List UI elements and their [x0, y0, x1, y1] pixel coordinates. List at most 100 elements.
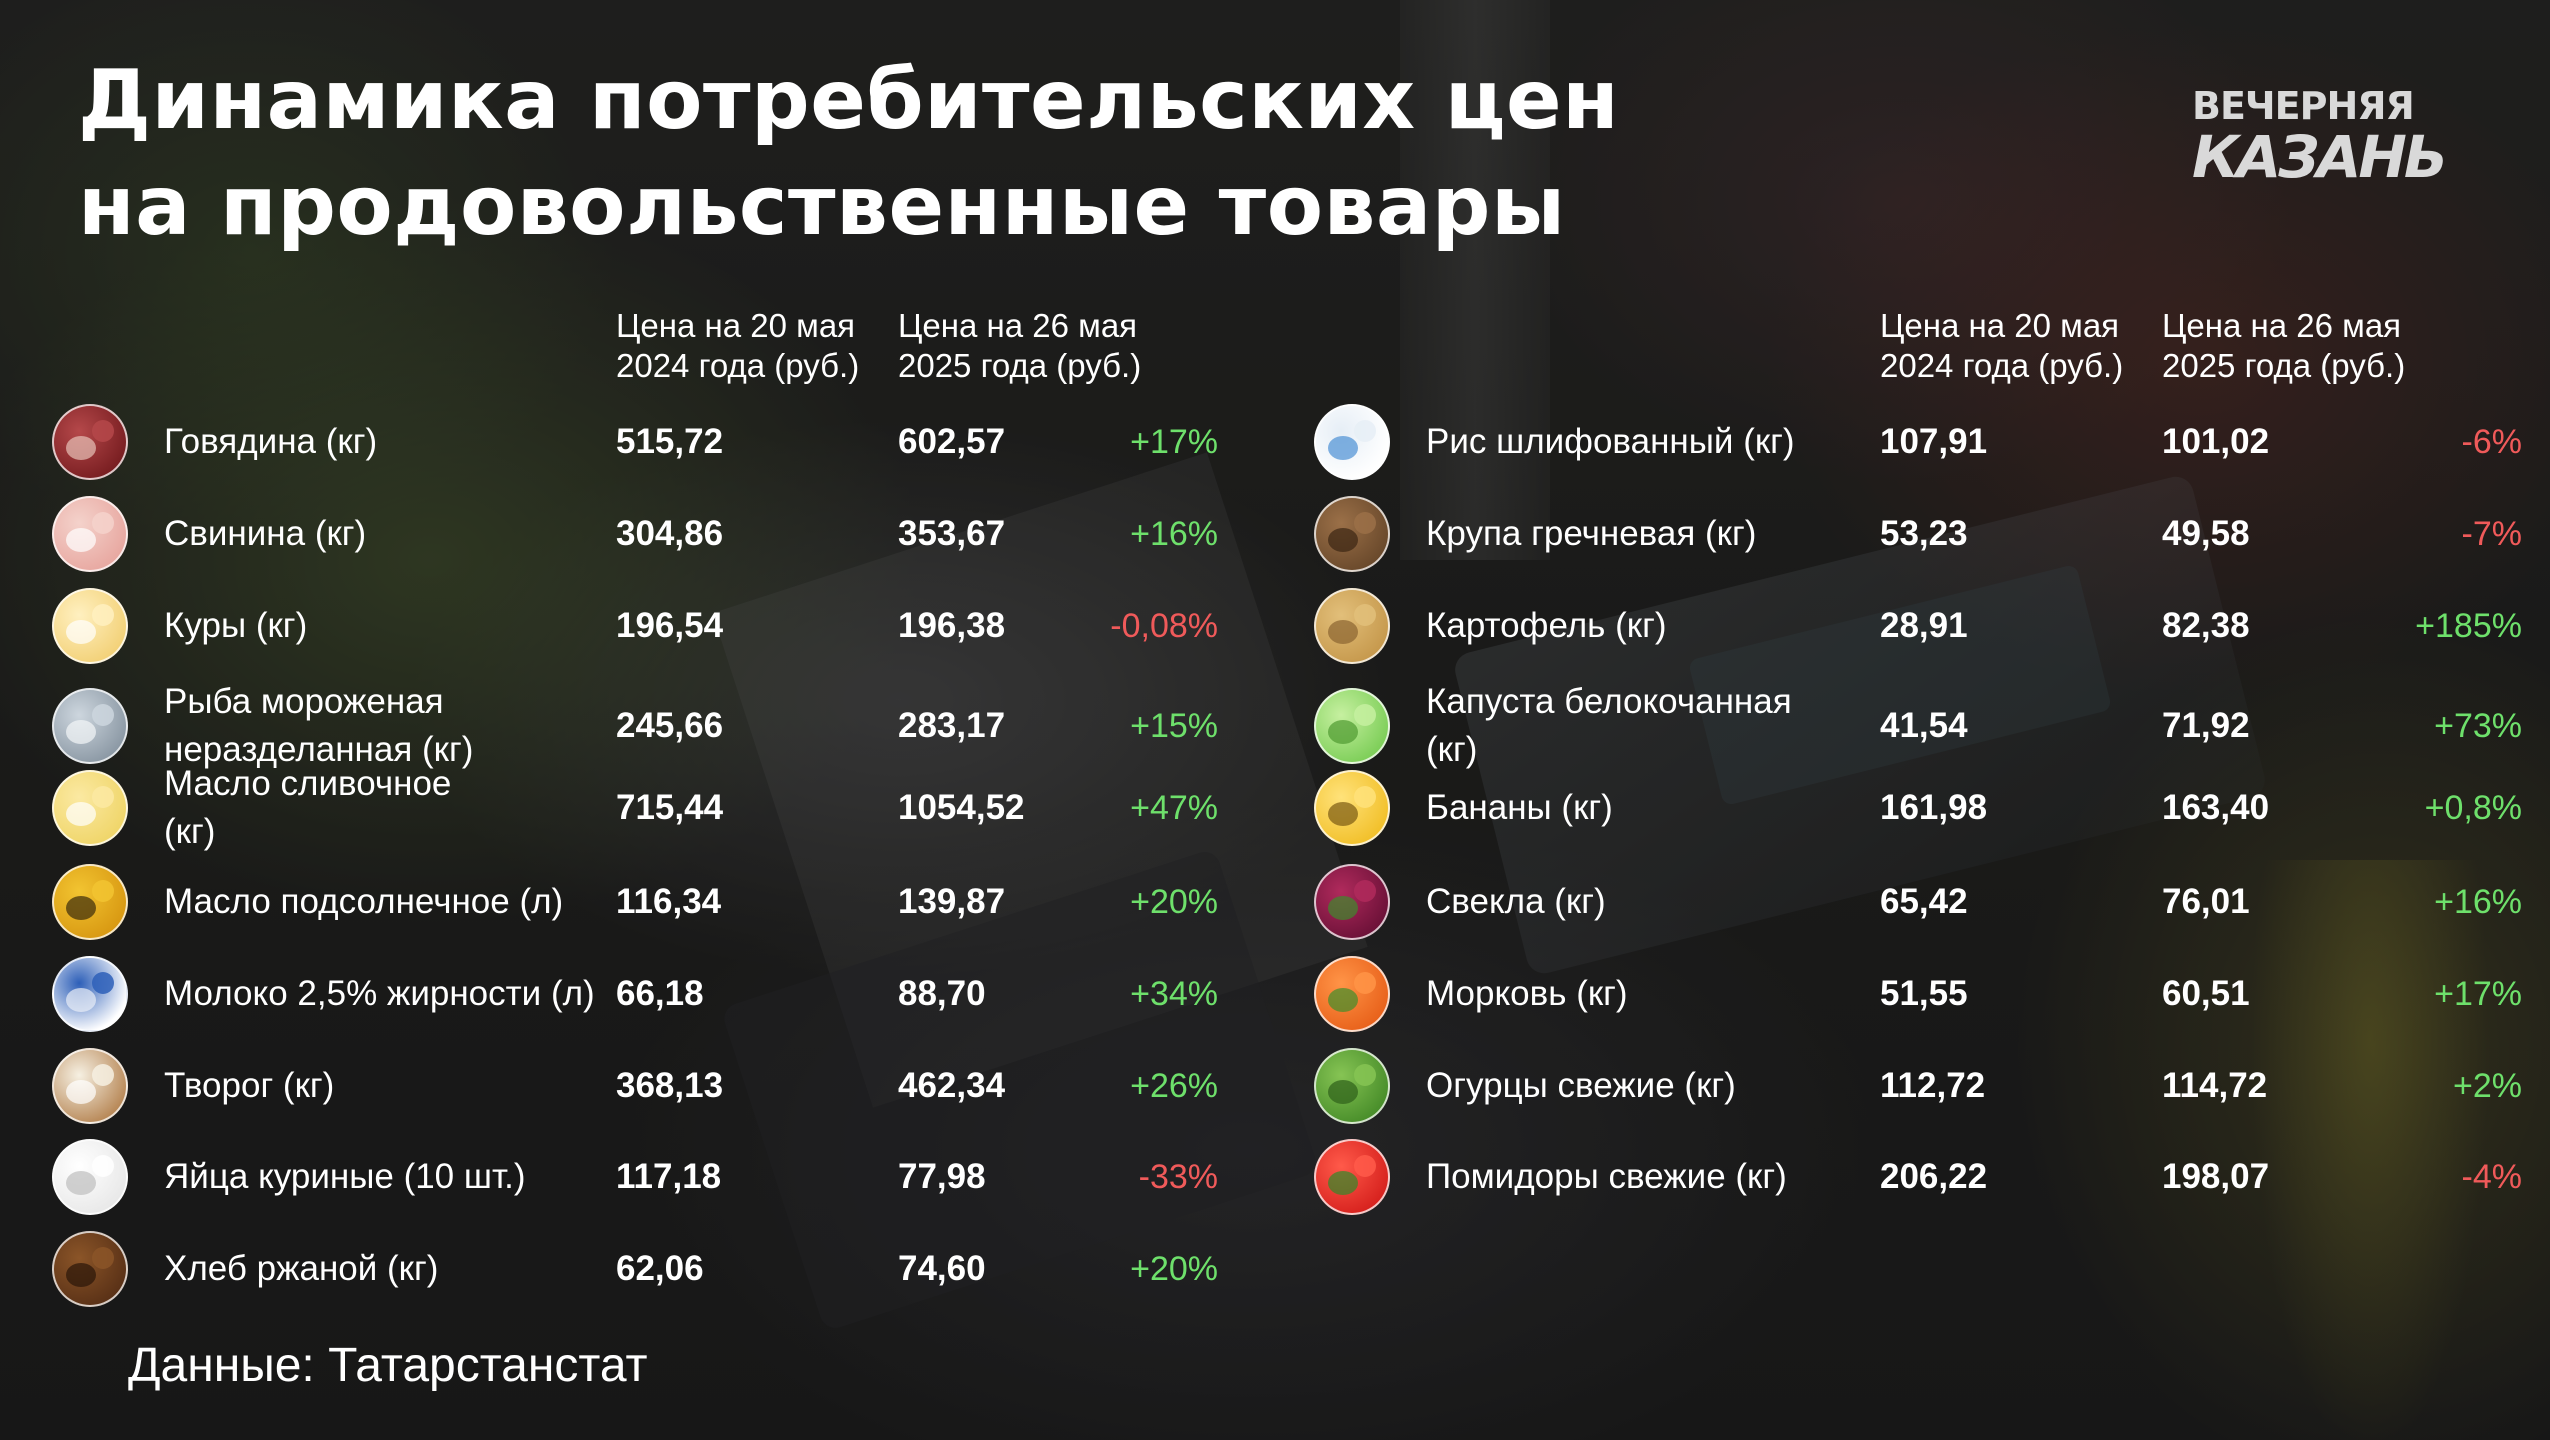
- price-2025: 283,17: [898, 706, 1006, 745]
- table-row: Рыба мороженая неразделанная (кг) 245,66 2…: [0, 682, 2550, 769]
- background-scale-pole: [1400, 0, 1550, 560]
- chicken-icon: [52, 588, 128, 664]
- product-name: Крупа гречневая (кг): [1426, 514, 1757, 553]
- eggs-icon: [52, 1139, 128, 1215]
- table-row: Молоко 2,5% жирности (л) 66,18 88,70 +34%: [0, 954, 2550, 1034]
- price-2024: 66,18: [616, 974, 704, 1013]
- price-change: +185%: [2415, 606, 2522, 645]
- price-2024: 715,44: [616, 788, 724, 827]
- table-row: Капуста белокочанная (кг) 41,54 71,92 +73%: [0, 682, 2550, 769]
- right-header-price-2025: Цена на 26 мая 2025 года (руб.): [2162, 307, 2406, 384]
- price-2024: 161,98: [1880, 788, 1988, 827]
- price-change: +20%: [1130, 1249, 1218, 1288]
- price-change: +16%: [2434, 882, 2522, 921]
- table-row: Масло подсолнечное (л) 116,34 139,87 +20%: [0, 862, 2550, 942]
- price-change: +47%: [1130, 788, 1218, 827]
- table-row: Свекла (кг) 65,42 76,01 +16%: [0, 862, 2550, 942]
- table-row: Куры (кг) 196,54 196,38 -0,08%: [0, 586, 2550, 666]
- carrot-icon: [1314, 956, 1390, 1032]
- tomato-icon: [1314, 1139, 1390, 1215]
- page-title: Динамика потребительских цен на продовол…: [78, 48, 1878, 260]
- price-2025: 462,34: [898, 1066, 1006, 1105]
- milk-icon: [52, 956, 128, 1032]
- price-2024: 65,42: [1880, 882, 1968, 921]
- table-row: Яйца куриные (10 шт.) 117,18 77,98 -33%: [0, 1137, 2550, 1217]
- table-row: Масло сливочное (кг) 715,44 1054,52 +47%: [0, 764, 2550, 851]
- price-2024: 107,91: [1880, 422, 1988, 461]
- butter-icon: [52, 770, 128, 846]
- price-2024: 51,55: [1880, 974, 1968, 1013]
- cabbage-icon: [1314, 688, 1390, 764]
- product-name: Морковь (кг): [1426, 974, 1628, 1013]
- product-name: Хлеб ржаной (кг): [164, 1249, 439, 1288]
- left-header-price-2025: Цена на 26 мая 2025 года (руб.): [898, 307, 1142, 384]
- data-source: Данные: Татарстанстат: [128, 1339, 648, 1392]
- table-row: Рис шлифованный (кг) 107,91 101,02 -6%: [0, 402, 2550, 482]
- frozen-fish-icon: [52, 688, 128, 764]
- price-2024: 206,22: [1880, 1157, 1988, 1196]
- product-name: Капуста белокочанная (кг): [1426, 682, 1792, 769]
- product-name: Молоко 2,5% жирности (л): [164, 974, 595, 1013]
- price-2025: 353,67: [898, 514, 1006, 553]
- table-row: Помидоры свежие (кг) 206,22 198,07 -4%: [0, 1137, 2550, 1217]
- price-2025: 163,40: [2162, 788, 2270, 827]
- rye-bread-icon: [52, 1231, 128, 1307]
- price-2024: 41,54: [1880, 706, 1968, 745]
- price-2025: 82,38: [2162, 606, 2250, 645]
- beet-icon: [1314, 864, 1390, 940]
- pork-icon: [52, 496, 128, 572]
- product-name: Куры (кг): [164, 606, 308, 645]
- price-2024: 304,86: [616, 514, 724, 553]
- price-change: +20%: [1130, 882, 1218, 921]
- price-change: +34%: [1130, 974, 1218, 1013]
- left-header-price-2024: Цена на 20 мая 2024 года (руб.): [616, 307, 860, 384]
- cottage-cheese-icon: [52, 1048, 128, 1124]
- product-name: Огурцы свежие (кг): [1426, 1066, 1736, 1105]
- price-2024: 53,23: [1880, 514, 1968, 553]
- price-change: +16%: [1130, 514, 1218, 553]
- price-2025: 77,98: [898, 1157, 986, 1196]
- table-row: Свинина (кг) 304,86 353,67 +16%: [0, 494, 2550, 574]
- table-row: Картофель (кг) 28,91 82,38 +185%: [0, 586, 2550, 666]
- price-change: -0,08%: [1110, 606, 1218, 645]
- price-2024: 245,66: [616, 706, 724, 745]
- price-2025: 74,60: [898, 1249, 986, 1288]
- product-name: Говядина (кг): [164, 422, 378, 461]
- price-2025: 1054,52: [898, 788, 1025, 827]
- publisher-logo: ВЕЧЕРНЯЯ КАЗАНЬ: [2192, 84, 2482, 188]
- price-2025: 71,92: [2162, 706, 2250, 745]
- table-row: Говядина (кг) 515,72 602,57 +17%: [0, 402, 2550, 482]
- price-change: -7%: [2461, 514, 2522, 553]
- table-row: Морковь (кг) 51,55 60,51 +17%: [0, 954, 2550, 1034]
- cucumber-icon: [1314, 1048, 1390, 1124]
- table-row: Крупа гречневая (кг) 53,23 49,58 -7%: [0, 494, 2550, 574]
- rice-icon: [1314, 404, 1390, 480]
- price-2024: 196,54: [616, 606, 724, 645]
- price-2025: 76,01: [2162, 882, 2250, 921]
- price-2025: 198,07: [2162, 1157, 2270, 1196]
- price-2024: 368,13: [616, 1066, 724, 1105]
- page-title-line-1: Динамика потребительских цен: [78, 53, 1620, 148]
- price-2024: 116,34: [616, 882, 722, 921]
- buckwheat-icon: [1314, 496, 1390, 572]
- price-change: +0,8%: [2424, 788, 2522, 827]
- price-2024: 28,91: [1880, 606, 1968, 645]
- price-2024: 117,18: [616, 1157, 722, 1196]
- product-name: Рис шлифованный (кг): [1426, 422, 1795, 461]
- price-2025: 49,58: [2162, 514, 2250, 553]
- table-row: Творог (кг) 368,13 462,34 +26%: [0, 1046, 2550, 1126]
- potato-icon: [1314, 588, 1390, 664]
- price-2025: 60,51: [2162, 974, 2250, 1013]
- product-name: Бананы (кг): [1426, 788, 1613, 827]
- banana-icon: [1314, 770, 1390, 846]
- table-row: Бананы (кг) 161,98 163,40 +0,8%: [0, 768, 2550, 848]
- product-name: Свекла (кг): [1426, 882, 1606, 921]
- price-2024: 515,72: [616, 422, 724, 461]
- price-change: +26%: [1130, 1066, 1218, 1105]
- page-title-line-2: на продовольственные товары: [78, 159, 1566, 254]
- sunflower-oil-icon: [52, 864, 128, 940]
- price-change: +17%: [1130, 422, 1218, 461]
- price-2025: 602,57: [898, 422, 1006, 461]
